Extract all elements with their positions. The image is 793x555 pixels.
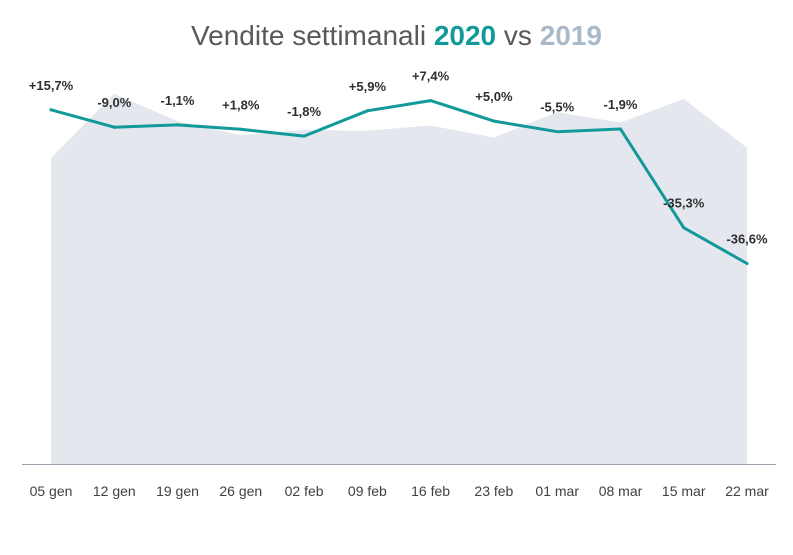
series-2020-point: [239, 127, 243, 131]
data-label: +5,9%: [349, 79, 387, 94]
series-2020-point: [555, 130, 559, 134]
series-2020-point: [112, 125, 116, 129]
x-tick-label: 01 mar: [535, 483, 579, 499]
series-2020-line: [49, 99, 749, 265]
data-label: +15,7%: [29, 78, 74, 93]
x-tick-label: 19 gen: [156, 483, 199, 499]
x-tick-label: 15 mar: [662, 483, 706, 499]
series-2020-point: [365, 109, 369, 113]
series-2020-point: [176, 123, 179, 127]
series-2020-line-layer: [49, 99, 749, 265]
data-label: +5,0%: [475, 89, 513, 104]
data-label: +7,4%: [412, 69, 450, 84]
series-2020-point: [49, 108, 53, 112]
x-tick-label: 02 feb: [285, 483, 324, 499]
series-2020-point: [492, 119, 496, 123]
series-2020-point: [619, 127, 622, 131]
data-label: -35,3%: [663, 196, 705, 211]
series-2020-point: [682, 226, 686, 230]
chart-title-year-2020: 2020: [433, 20, 497, 51]
data-label: -5,5%: [540, 100, 574, 115]
x-tick-label: 12 gen: [93, 483, 136, 499]
data-label: -36,6%: [726, 232, 768, 247]
x-tick-label: 26 gen: [219, 483, 262, 499]
series-2020-point: [429, 99, 433, 103]
x-tick-label: 22 mar: [725, 483, 769, 499]
series-2020-point: [745, 262, 749, 265]
x-tick-label: 16 feb: [411, 483, 450, 499]
data-label: -1,8%: [287, 104, 321, 119]
x-tick-label: 05 gen: [30, 483, 73, 499]
data-label: -9,0%: [97, 95, 131, 110]
data-label: -1,1%: [161, 93, 195, 108]
data-label: +1,8%: [222, 97, 260, 112]
series-2019-area-layer: [51, 93, 747, 465]
data-label: -1,9%: [604, 97, 638, 112]
series-2020-point: [302, 134, 306, 138]
x-tick-label: 09 feb: [348, 483, 387, 499]
x-tick-label: 23 feb: [474, 483, 513, 499]
data-labels-layer: +15,7% -9,0% -1,1% +1,8% -1,8% +5,9% +7,4% +5,0…: [29, 69, 768, 247]
chart-title: Vendite settimanali 2020 vs 2019: [0, 20, 793, 52]
chart-title-main: Vendite settimanali: [191, 20, 427, 51]
series-2019-area: [51, 93, 747, 465]
chart-title-year-2019: 2019: [539, 20, 602, 51]
x-tick-label: 08 mar: [599, 483, 643, 499]
x-tick-labels-layer: 05 gen 12 gen 19 gen 26 gen 02 feb 09 feb 16 f…: [30, 483, 770, 499]
chart-title-connector: vs: [503, 20, 532, 51]
